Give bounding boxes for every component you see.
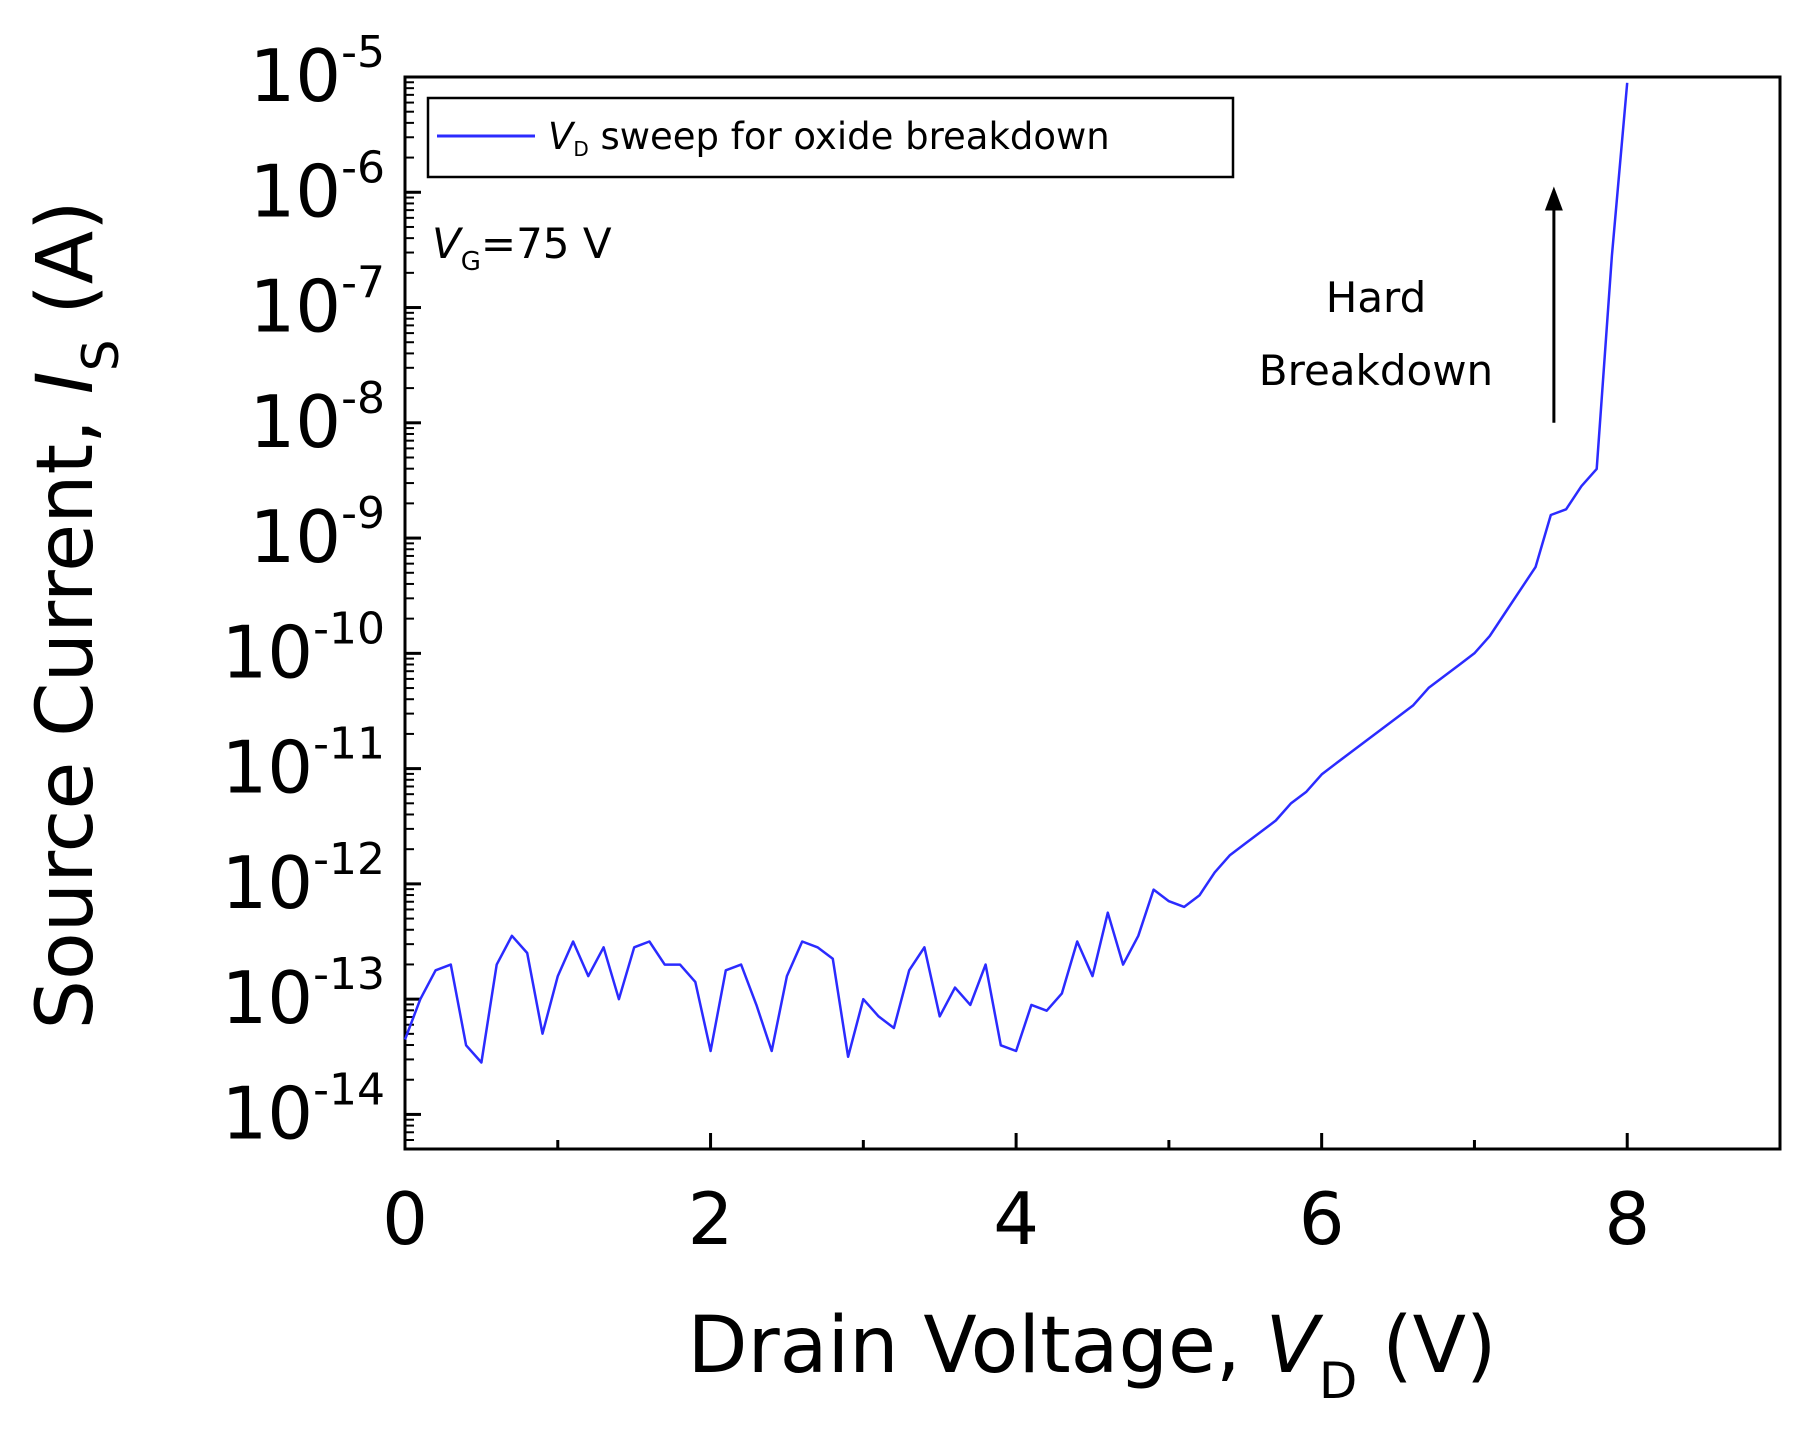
legend-label-var: V [548,115,576,158]
x-tick-labels: 0 2 4 6 8 [382,1177,1650,1261]
y-tick-label-exponent: -8 [341,373,385,424]
y-tick-label-base: 10 [222,1071,314,1155]
y-tick-label-exponent: -12 [313,834,385,885]
y-tick-label: 10-10 [222,603,386,694]
minor-ticks [405,81,1782,1149]
gate-voltage-label: VG=75 V [432,219,612,277]
y-tick-label-exponent: -11 [313,719,385,770]
x-tick-label: 6 [1299,1177,1345,1261]
y-tick-label-base: 10 [222,841,314,925]
annotation-breakdown: Breakdown [1259,346,1493,395]
x-tick-label: 2 [688,1177,734,1261]
x-tick-label: 4 [993,1177,1039,1261]
y-tick-label: 10-14 [222,1064,386,1155]
gate-voltage-var: V [432,219,464,268]
breakdown-arrow-head [1544,186,1563,211]
x-axis-title-prefix: Drain Voltage, [688,1301,1266,1391]
y-tick-label: 10-7 [250,258,386,349]
y-tick-label: 10-8 [250,373,386,464]
y-tick-label-exponent: -5 [341,27,385,78]
y-tick-label-exponent: -7 [341,258,385,309]
y-tick-label-base: 10 [250,265,342,349]
y-tick-label: 10-6 [250,142,386,233]
y-tick-labels: 10-510-610-710-810-910-1010-1110-1210-13… [222,27,386,1155]
x-axis-title-sub: D [1319,1352,1358,1410]
legend-label-text: sweep for oxide breakdown [589,115,1110,158]
y-axis-title-sub: S [72,340,130,372]
y-tick-label-exponent: -13 [313,949,385,1000]
major-ticks [403,75,1629,1149]
y-tick-label: 10-11 [222,719,386,810]
x-axis-title: Drain Voltage, VD (V) [688,1301,1497,1410]
y-tick-label-exponent: -10 [313,603,385,654]
legend-label-sub: D [573,137,588,161]
y-tick-label-base: 10 [222,726,314,810]
series-line-vd-sweep [403,82,1629,1064]
x-tick-label: 0 [382,1177,428,1261]
y-tick-label-base: 10 [222,610,314,694]
y-tick-label-exponent: -6 [341,142,385,193]
y-tick-label-base: 10 [250,380,342,464]
annotation-hard: Hard [1326,273,1427,322]
y-tick-label: 10-12 [222,834,386,925]
y-tick-label-exponent: -14 [313,1064,385,1115]
y-tick-label: 10-9 [250,488,386,579]
plot-frame [403,75,1782,1151]
x-axis-title-suffix: (V) [1357,1301,1496,1391]
y-tick-label-base: 10 [222,956,314,1040]
x-tick-label: 8 [1604,1177,1650,1261]
y-tick-label-exponent: -9 [341,488,385,539]
legend-box [426,96,1235,179]
y-tick-label: 10-5 [250,27,386,118]
y-axis-title-suffix: (A) [21,200,111,339]
legend: VD sweep for oxide breakdown [426,96,1235,179]
y-tick-label-base: 10 [250,495,342,579]
gate-voltage-text: =75 V [481,219,612,268]
y-axis-title-prefix: Source Current, [21,394,111,1029]
x-axis-title-var: V [1266,1301,1324,1391]
y-tick-label-base: 10 [250,34,342,118]
y-tick-label: 10-13 [222,949,386,1040]
y-axis-title: Source Current, IS (A) [21,200,130,1029]
y-tick-label-base: 10 [250,149,342,233]
legend-label: VD sweep for oxide breakdown [548,115,1110,161]
y-axis-title-var: I [21,371,111,394]
gate-voltage-sub: G [461,247,481,277]
